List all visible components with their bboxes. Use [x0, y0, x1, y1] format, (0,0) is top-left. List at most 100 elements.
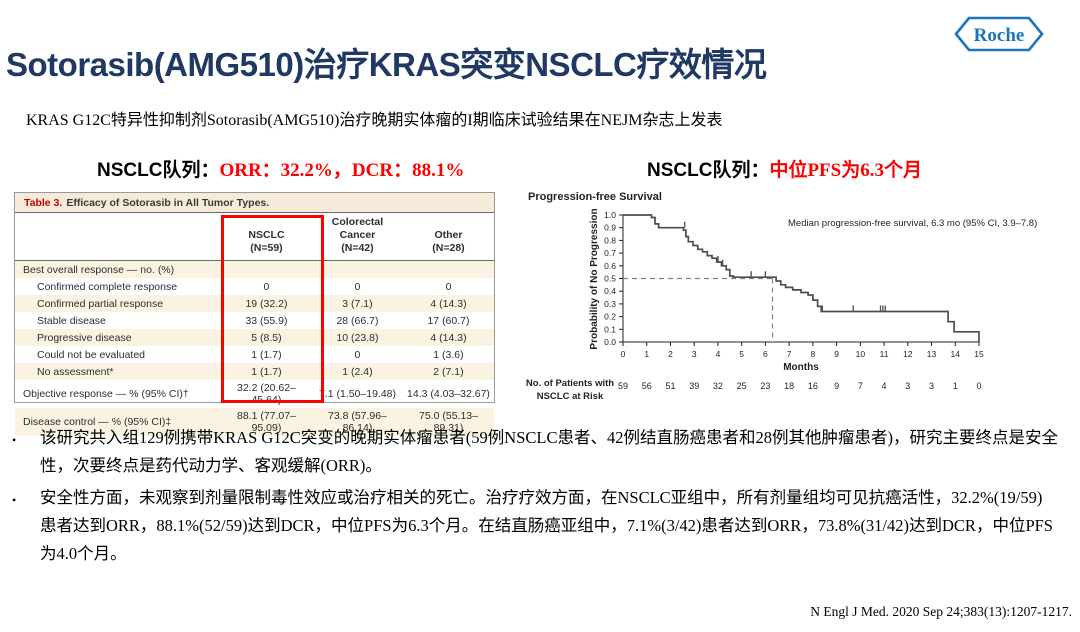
- table-cell: 3 (7.1): [342, 297, 373, 310]
- right-section-header: NSCLC队列：中位PFS为6.3个月: [647, 155, 922, 182]
- at-risk-count: 18: [784, 381, 794, 391]
- column-name: NSCLC: [248, 229, 285, 242]
- x-tick-label: 15: [974, 349, 984, 359]
- y-tick-label: 0.5: [604, 274, 616, 284]
- x-tick-label: 9: [834, 349, 839, 359]
- table-cell: 14.3 (4.03–32.67): [407, 388, 490, 401]
- y-tick-label: 0.0: [604, 337, 616, 347]
- table-row: Could not be evaluated 1 (1.7) 0 1 (3.6): [15, 346, 494, 363]
- x-tick-label: 11: [880, 349, 889, 359]
- column-n: (N=28): [432, 242, 465, 255]
- right-section-highlight: 中位PFS为6.3个月: [769, 160, 922, 181]
- table-cell: 0: [354, 280, 361, 293]
- y-tick-label: 0.1: [604, 324, 616, 334]
- page-subtitle: KRAS G12C特异性抑制剂Sotorasib(AMG510)治疗晚期实体瘤的…: [26, 112, 723, 129]
- table-cell: 1 (1.7): [251, 365, 282, 378]
- right-section-label: NSCLC队列：: [647, 160, 770, 181]
- empty-header-cell: [15, 213, 221, 262]
- at-risk-count: 16: [808, 381, 818, 391]
- x-tick-label: 3: [692, 349, 697, 359]
- table-cell: [221, 261, 312, 279]
- at-risk-count: 25: [737, 381, 747, 391]
- row-label: Confirmed complete response: [37, 280, 178, 293]
- column-header-nsclc: NSCLC (N=59): [220, 213, 312, 262]
- table-cell: 2 (7.1): [433, 365, 464, 378]
- table-cell: 19 (32.2): [245, 297, 288, 310]
- column-name: Other: [434, 229, 463, 242]
- y-tick-label: 0.9: [604, 223, 616, 233]
- nejm-efficacy-table: Table 3. Efficacy of Sotorasib in All Tum…: [14, 192, 495, 437]
- at-risk-count: 23: [760, 381, 770, 391]
- table-cell: 0: [445, 280, 452, 293]
- row-label: Objective response — % (95% CI)†: [23, 388, 189, 401]
- bullet-item: • 安全性方面，未观察到剂量限制毒性效应或治疗相关的死亡。治疗疗效方面，在NSC…: [12, 484, 1058, 568]
- y-tick-label: 0.7: [604, 248, 616, 258]
- roche-logo-text: Roche: [974, 25, 1025, 46]
- table-cell: 10 (23.8): [336, 331, 379, 344]
- bullet-dot: •: [12, 493, 17, 507]
- at-risk-count: 56: [642, 381, 652, 391]
- x-tick-label: 6: [763, 349, 768, 359]
- table-header-row: NSCLC (N=59) Colorectal Cancer (N=42) Ot…: [15, 213, 494, 262]
- bullet-item: • 该研究共入组129例携带KRAS G12C突变的晚期实体瘤患者(59例NSC…: [12, 424, 1058, 480]
- x-tick-label: 1: [644, 349, 649, 359]
- table-cell: 0: [354, 348, 361, 361]
- table-number-label: Table 3.: [24, 197, 63, 209]
- y-tick-label: 1.0: [604, 210, 616, 220]
- column-name: Colorectal Cancer: [331, 216, 384, 242]
- y-tick-label: 0.6: [604, 261, 616, 271]
- table-cell: 75.0 (55.13–89.31): [419, 410, 478, 435]
- x-tick-label: 5: [739, 349, 744, 359]
- table-cell: 73.8 (57.96–86.14): [327, 410, 387, 435]
- x-tick-label: 2: [668, 349, 673, 359]
- row-label: Confirmed partial response: [37, 297, 164, 310]
- row-label: No assessment*: [37, 365, 114, 378]
- roche-logo: Roche: [953, 14, 1045, 54]
- x-tick-label: 14: [951, 349, 961, 359]
- row-label: Could not be evaluated: [37, 348, 145, 361]
- at-risk-count: 3: [929, 381, 934, 391]
- table-title: Table 3. Efficacy of Sotorasib in All Tum…: [15, 193, 494, 213]
- at-risk-count: 7: [858, 381, 863, 391]
- table-cell: 17 (60.7): [427, 314, 470, 327]
- x-tick-label: 13: [927, 349, 937, 359]
- table-cell: 28 (66.7): [336, 314, 379, 327]
- x-tick-label: 12: [903, 349, 913, 359]
- x-axis-label: Months: [783, 362, 819, 373]
- table-title-text: Efficacy of Sotorasib in All Tumor Types…: [66, 197, 270, 209]
- median-annotation: Median progression-free survival, 6.3 mo…: [788, 218, 1037, 229]
- at-risk-count: 1: [953, 381, 958, 391]
- column-n: (N=42): [341, 242, 374, 255]
- x-tick-label: 0: [621, 349, 626, 359]
- table-cell: 32.2 (20.62–45.64): [236, 382, 296, 407]
- at-risk-count: 51: [665, 381, 675, 391]
- y-axis-label: Probability of No Progression: [589, 208, 600, 349]
- table-cell: 1 (2.4): [342, 365, 373, 378]
- table-cell: [312, 261, 403, 279]
- bullet-dot: •: [12, 433, 17, 447]
- x-tick-label: 8: [810, 349, 815, 359]
- table-row: Best overall response — no. (%): [15, 260, 494, 279]
- y-tick-label: 0.8: [604, 235, 616, 245]
- y-tick-label: 0.2: [604, 312, 616, 322]
- table-cell: 0: [263, 280, 270, 293]
- table-row: Confirmed partial response 19 (32.2) 3 (7.…: [15, 295, 494, 313]
- at-risk-count: 9: [834, 381, 839, 391]
- column-header-other: Other (N=28): [402, 213, 494, 262]
- table-row: Disease control — % (95% CI)‡ 88.1 (77.07…: [15, 408, 494, 437]
- row-label: Disease control — % (95% CI)‡: [23, 416, 172, 429]
- row-label: Stable disease: [37, 314, 106, 327]
- at-risk-count: 3: [905, 381, 910, 391]
- at-risk-count: 59: [618, 381, 628, 391]
- km-curve-svg: Progression-free Survival Probability of …: [526, 191, 1037, 402]
- table-cell: 88.1 (77.07–95.09): [236, 410, 296, 435]
- roche-hexagon-icon: Roche: [954, 16, 1044, 52]
- at-risk-count: 32: [713, 381, 723, 391]
- table-cell: 33 (55.9): [245, 314, 288, 327]
- y-tick-label: 0.3: [604, 299, 616, 309]
- x-tick-label: 4: [716, 349, 721, 359]
- x-tick-label: 10: [856, 349, 866, 359]
- at-risk-count: 4: [882, 381, 887, 391]
- table-row: Objective response — % (95% CI)† 32.2 (20…: [15, 380, 494, 408]
- at-risk-label: No. of Patients with: [526, 378, 614, 389]
